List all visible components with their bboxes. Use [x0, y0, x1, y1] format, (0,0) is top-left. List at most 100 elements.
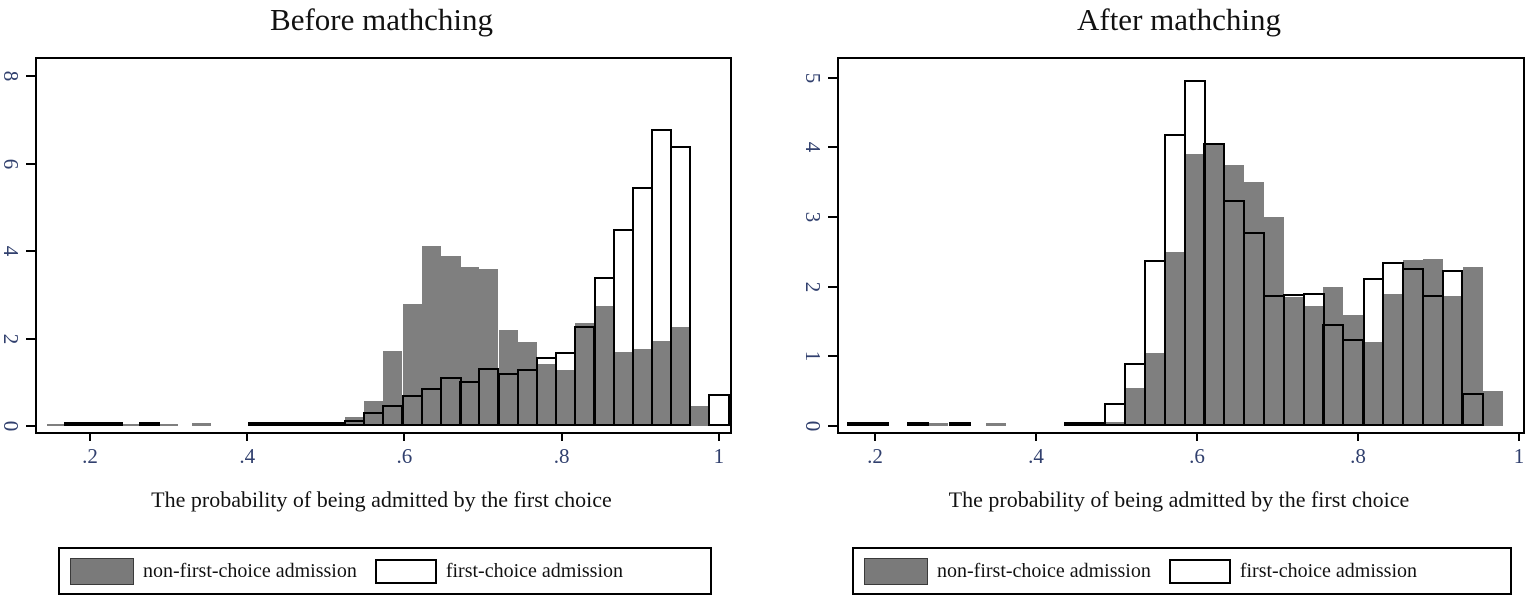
bar-non-first-choice	[1442, 295, 1463, 426]
bar-non-first-choice	[1423, 258, 1444, 426]
bar-non-first-choice	[1125, 387, 1146, 426]
bar-first-choice	[1461, 393, 1484, 426]
x-tick	[88, 432, 91, 441]
y-tick-label: 3	[801, 211, 825, 223]
bar-non-first-choice	[1105, 421, 1126, 426]
bar-first-choice	[1063, 422, 1086, 426]
y-tick	[828, 76, 837, 79]
bar-first-choice	[247, 422, 269, 426]
y-tick	[828, 285, 837, 288]
legend-swatch-non-first-choice	[864, 557, 928, 585]
bar-non-first-choice	[537, 363, 557, 426]
y-tick	[26, 425, 35, 427]
bar-non-first-choice	[690, 405, 710, 426]
bar-non-first-choice	[594, 305, 614, 426]
bar-non-first-choice	[517, 341, 537, 426]
bar-non-first-choice	[1462, 267, 1483, 426]
panel-after-matching: After mathching 0 1 2 3 4 5 .2 .4 .6 .8 1 The prob…	[767, 0, 1535, 600]
y-tick-label: 2	[0, 333, 23, 344]
bar-first-choice	[867, 422, 890, 426]
bar-first-choice	[139, 422, 161, 426]
bar-non-first-choice	[498, 329, 518, 426]
x-axis-label-after: The probability of being admitted by the…	[948, 487, 1410, 512]
x-tick-label: 1	[1513, 444, 1525, 468]
x-tick	[1034, 432, 1037, 441]
x-tick-label: .4	[1028, 444, 1044, 468]
bar-first-choice	[1104, 403, 1127, 426]
bar-non-first-choice	[986, 422, 1006, 426]
bar-first-choice	[708, 394, 730, 426]
bar-non-first-choice	[1224, 164, 1245, 426]
y-tick-label: 0	[0, 420, 23, 432]
x-tick	[1195, 432, 1198, 441]
bar-first-choice	[1163, 133, 1186, 426]
legend-label-first-choice: first-choice admission	[1239, 559, 1418, 582]
y-tick-label: 8	[0, 71, 23, 82]
bar-first-choice	[1342, 338, 1365, 426]
bar-non-first-choice	[1263, 217, 1284, 426]
bar-first-choice	[1381, 262, 1404, 426]
x-axis-label-before: The probability of being admitted by the…	[151, 487, 612, 512]
y-tick-label: 4	[801, 142, 825, 153]
legend-swatch-non-first-choice	[70, 557, 134, 585]
bar-non-first-choice	[633, 349, 653, 426]
bar-first-choice	[906, 421, 929, 426]
x-tick	[560, 432, 563, 441]
chart-title-before: Before mathching	[270, 2, 493, 37]
bar-non-first-choice	[1184, 154, 1205, 426]
bar-first-choice	[948, 422, 971, 426]
y-tick-label: 0	[801, 420, 825, 432]
bar-first-choice	[343, 419, 365, 426]
bar-first-choice	[612, 229, 634, 426]
bar-first-choice	[101, 422, 123, 426]
y-tick-label: 4	[0, 245, 23, 257]
x-tick	[717, 432, 720, 441]
bar-non-first-choice	[1382, 293, 1403, 426]
bar-first-choice	[1203, 143, 1226, 426]
bar-non-first-choice	[1363, 341, 1384, 426]
y-tick-label: 6	[0, 158, 23, 170]
bar-first-choice	[573, 325, 596, 426]
bar-non-first-choice	[1144, 352, 1165, 426]
x-tick-label: .6	[1189, 444, 1205, 468]
legend-label-first-choice: first-choice admission	[445, 559, 624, 582]
x-tick-label: .8	[1350, 444, 1366, 468]
y-tick	[26, 75, 35, 78]
x-tick-label: 1	[713, 444, 725, 468]
bar-first-choice	[1322, 324, 1345, 426]
x-tick-label: .6	[396, 444, 413, 468]
x-tick-label: .4	[239, 444, 256, 468]
y-tick-label: 1	[801, 351, 825, 362]
x-tick	[246, 432, 249, 441]
bar-first-choice	[1441, 270, 1464, 426]
bar-first-choice	[1402, 267, 1424, 426]
legend-after: non-first-choice admission first-choice …	[852, 547, 1512, 595]
bar-non-first-choice	[460, 266, 480, 426]
bar-non-first-choice	[479, 269, 499, 426]
x-tick	[403, 432, 406, 441]
bar-non-first-choice	[1323, 287, 1344, 426]
bar-non-first-choice	[1482, 391, 1503, 426]
y-tick	[828, 425, 837, 427]
y-tick	[26, 162, 35, 165]
bar-non-first-choice	[46, 423, 66, 426]
bar-non-first-choice	[1304, 306, 1324, 426]
panel-before-matching: Before mathching 0 2 4 6 8 .2 .4 .6 .8 1 The prob…	[0, 0, 767, 600]
bar-non-first-choice	[1403, 259, 1423, 426]
bar-first-choice	[1282, 293, 1305, 426]
legend-label-non-first-choice: non-first-choice admission	[937, 559, 1151, 582]
bar-non-first-choice	[574, 323, 595, 426]
bar-non-first-choice	[1204, 143, 1225, 426]
bar-first-choice	[1143, 260, 1166, 426]
bar-first-choice	[478, 368, 500, 426]
y-tick	[26, 337, 35, 340]
bar-first-choice	[286, 422, 308, 426]
legend-label-non-first-choice: non-first-choice admission	[143, 559, 357, 582]
bar-non-first-choice	[613, 351, 633, 426]
bar-non-first-choice	[1244, 182, 1265, 426]
bar-non-first-choice	[1343, 314, 1364, 426]
bar-first-choice	[382, 405, 404, 426]
bar-first-choice	[669, 145, 692, 426]
y-tick	[26, 250, 35, 253]
